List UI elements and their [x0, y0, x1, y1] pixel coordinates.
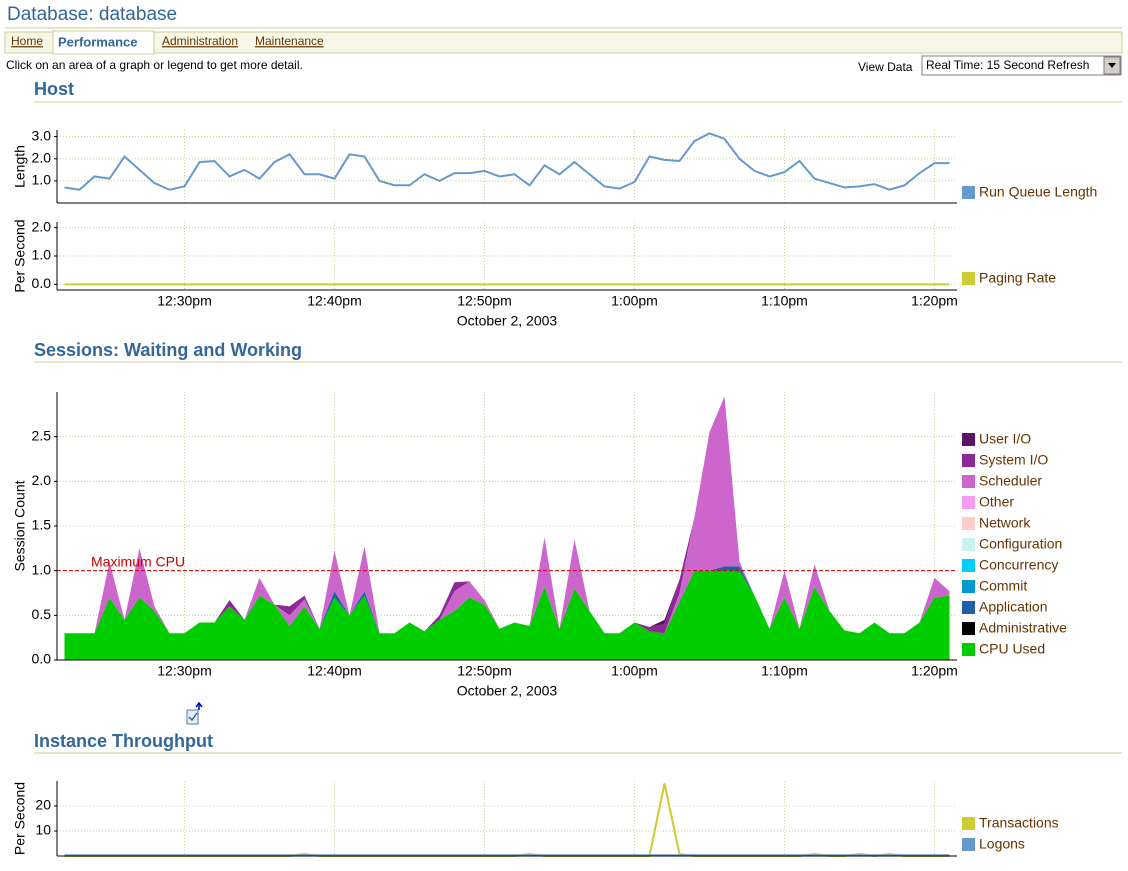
legend-swatch[interactable] [962, 622, 975, 635]
y-tick-label: 3.0 [32, 127, 52, 143]
tab-active[interactable]: Performance [58, 34, 137, 49]
x-tick-label: 1:10pm [761, 663, 808, 679]
y-tick-label: 1.0 [32, 561, 52, 577]
legend-label: Administrative [979, 620, 1067, 636]
section-title: Instance Throughput [34, 731, 213, 751]
icon-check [188, 712, 198, 722]
legend-swatch[interactable] [962, 601, 975, 614]
section-title: Host [34, 79, 74, 99]
y-tick-label: 0.5 [32, 606, 52, 622]
y-tick-label: 1.5 [32, 517, 52, 533]
legend-swatch[interactable] [962, 186, 975, 199]
area [64, 396, 950, 634]
y-tick-label: 2.0 [32, 472, 52, 488]
x-tick-label: 12:30pm [157, 293, 211, 309]
view-data-value: Real Time: 15 Second Refresh [926, 58, 1089, 72]
x-tick-label: 1:00pm [611, 663, 658, 679]
y-axis-label: Session Count [12, 480, 28, 571]
legend-swatch[interactable] [962, 517, 975, 530]
view-data-select[interactable] [921, 55, 1122, 76]
legend-label: Transactions [979, 815, 1059, 831]
x-tick-label: 12:50pm [457, 663, 511, 679]
legend-label: Commit [979, 578, 1027, 594]
legend-label: Logons [979, 836, 1025, 852]
legend-label: Application [979, 599, 1048, 615]
x-tick-label: 1:10pm [761, 293, 808, 309]
y-tick-label: 0.0 [32, 651, 52, 667]
legend-label: Scheduler [979, 473, 1042, 489]
icon-body [186, 709, 199, 725]
area [64, 570, 950, 660]
legend-swatch[interactable] [962, 433, 975, 446]
icon-arrow [195, 701, 203, 710]
legend-swatch[interactable] [962, 580, 975, 593]
y-tick-label: 1.0 [32, 247, 52, 263]
y-tick-label: 0.0 [32, 275, 52, 291]
page-title: Database: database [7, 4, 177, 25]
legend-label: Run Queue Length [979, 184, 1097, 200]
legend-label: Concurrency [979, 557, 1058, 573]
tab-bar [4, 31, 1123, 54]
tab[interactable]: Administration [162, 34, 238, 48]
legend-label: User I/O [979, 431, 1031, 447]
view-data-label: View Data [858, 60, 913, 74]
y-tick-label: 2.0 [32, 149, 52, 165]
y-axis-label: Per Second [12, 782, 28, 855]
x-tick-label: 12:40pm [307, 663, 361, 679]
select-arrow [1108, 63, 1116, 68]
legend-label: Other [979, 494, 1014, 510]
legend-swatch[interactable] [962, 496, 975, 509]
line [64, 132, 950, 191]
icon[interactable] [186, 701, 203, 725]
y-axis-label: Length [12, 145, 28, 188]
active-tab [52, 30, 155, 55]
legend-swatch[interactable] [962, 272, 975, 285]
legend-label: Configuration [979, 536, 1062, 552]
x-axis-label: October 2, 2003 [457, 683, 558, 699]
y-tick-label: 10 [35, 822, 51, 838]
x-axis-label: October 2, 2003 [457, 313, 558, 329]
x-tick-label: 12:30pm [157, 663, 211, 679]
legend-label: Network [979, 515, 1031, 531]
tab[interactable]: Maintenance [255, 34, 324, 48]
legend-label: CPU Used [979, 641, 1045, 657]
threshold-label: Maximum CPU [91, 553, 185, 569]
y-tick-label: 2.0 [32, 218, 52, 234]
legend-label: Paging Rate [979, 270, 1056, 286]
legend-swatch[interactable] [962, 454, 975, 467]
line [64, 783, 950, 858]
y-tick-label: 1.0 [32, 172, 52, 188]
legend-swatch[interactable] [962, 643, 975, 656]
x-tick-label: 12:50pm [457, 293, 511, 309]
y-axis-label: Per Second [12, 219, 28, 292]
x-tick-label: 1:00pm [611, 293, 658, 309]
legend-label: System I/O [979, 452, 1048, 468]
instructions: Click on an area of a graph or legend to… [6, 58, 303, 72]
legend-swatch[interactable] [962, 817, 975, 830]
legend-swatch[interactable] [962, 538, 975, 551]
y-tick-label: 2.5 [32, 427, 52, 443]
section-title: Sessions: Waiting and Working [34, 340, 302, 360]
legend-swatch[interactable] [962, 559, 975, 572]
legend-swatch[interactable] [962, 475, 975, 488]
y-tick-label: 20 [35, 797, 51, 813]
legend-swatch[interactable] [962, 838, 975, 851]
x-tick-label: 1:20pm [911, 663, 958, 679]
tab[interactable]: Home [11, 34, 43, 48]
x-tick-label: 1:20pm [911, 293, 958, 309]
x-tick-label: 12:40pm [307, 293, 361, 309]
